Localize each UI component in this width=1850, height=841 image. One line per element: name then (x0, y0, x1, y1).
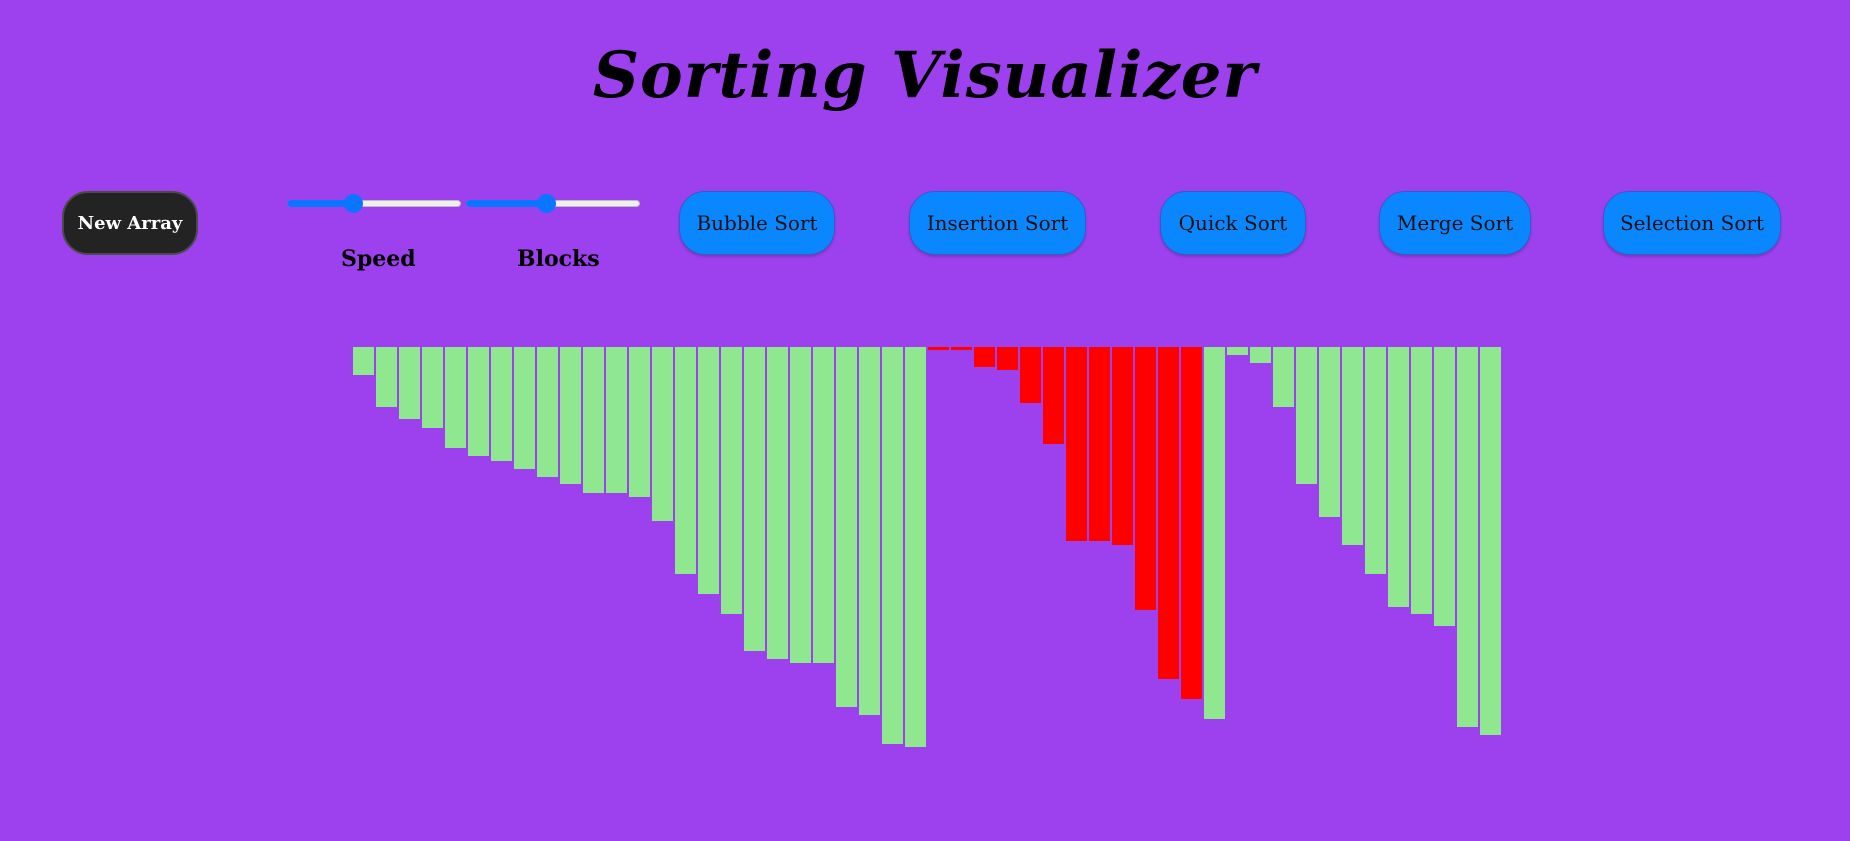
speed-slider-fill (287, 200, 354, 207)
speed-slider[interactable] (287, 194, 461, 213)
bar (698, 347, 719, 594)
merge-sort-button[interactable]: Merge Sort (1379, 191, 1531, 255)
insertion-sort-button[interactable]: Insertion Sort (909, 191, 1086, 255)
bar (1434, 347, 1455, 626)
bar (1388, 347, 1409, 607)
bar (583, 347, 604, 493)
bar (1181, 347, 1202, 699)
blocks-slider-fill (466, 200, 547, 207)
bar (790, 347, 811, 663)
bar (1066, 347, 1087, 541)
bar (468, 347, 489, 456)
bar (813, 347, 834, 663)
bar (1250, 347, 1271, 363)
selection-sort-button[interactable]: Selection Sort (1603, 191, 1781, 255)
bar (1273, 347, 1294, 407)
bar (1342, 347, 1363, 545)
bar (1457, 347, 1478, 727)
quick-sort-button[interactable]: Quick Sort (1160, 191, 1306, 255)
bar (1296, 347, 1317, 484)
blocks-slider-thumb[interactable] (537, 194, 557, 213)
bar (1319, 347, 1340, 517)
bar (859, 347, 880, 715)
new-array-button[interactable]: New Array (62, 191, 198, 255)
bar (951, 347, 972, 350)
bar (1112, 347, 1133, 545)
bar (399, 347, 420, 419)
bar (836, 347, 857, 707)
bar (652, 347, 673, 521)
bar (1158, 347, 1179, 679)
bar (514, 347, 535, 469)
bar (629, 347, 650, 497)
bar (560, 347, 581, 484)
bubble-sort-button[interactable]: Bubble Sort (679, 191, 835, 255)
bar (1020, 347, 1041, 403)
bar (1204, 347, 1225, 719)
bar (767, 347, 788, 659)
bar (997, 347, 1018, 370)
bar (905, 347, 926, 747)
bar (974, 347, 995, 367)
bar (491, 347, 512, 461)
page-title: Sorting Visualizer (592, 38, 1258, 113)
bar (1480, 347, 1501, 735)
bar (1135, 347, 1156, 610)
bar (744, 347, 765, 651)
bar (422, 347, 443, 428)
bar (882, 347, 903, 744)
bar (445, 347, 466, 448)
bar (1411, 347, 1432, 614)
bar (1365, 347, 1386, 574)
bar (721, 347, 742, 614)
bar (1089, 347, 1110, 541)
bar (928, 347, 949, 350)
bar (537, 347, 558, 477)
speed-label: Speed (341, 246, 416, 272)
blocks-label: Blocks (517, 246, 600, 272)
speed-slider-thumb[interactable] (344, 194, 364, 213)
bar (1227, 347, 1248, 355)
bar (1043, 347, 1064, 444)
bar (376, 347, 397, 407)
bar (675, 347, 696, 574)
bar (353, 347, 374, 375)
bar (606, 347, 627, 493)
bar-chart (353, 347, 1503, 767)
blocks-slider[interactable] (466, 194, 640, 213)
